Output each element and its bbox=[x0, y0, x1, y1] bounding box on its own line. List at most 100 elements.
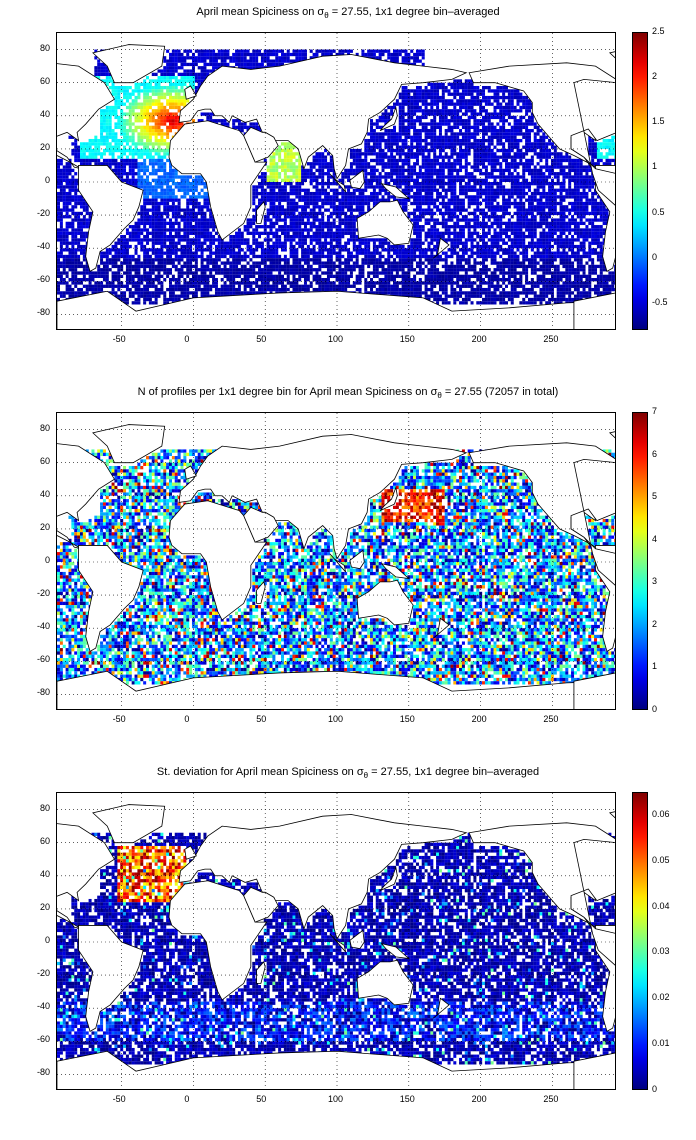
bin-cell bbox=[370, 198, 374, 202]
bin-cell bbox=[166, 175, 170, 179]
bin-cell bbox=[200, 231, 204, 235]
bin-cell bbox=[456, 195, 460, 199]
bin-cell bbox=[476, 168, 480, 173]
bin-cell bbox=[438, 172, 442, 176]
bin-cell bbox=[433, 115, 437, 120]
bin-cell bbox=[459, 175, 463, 179]
bin-cell bbox=[438, 95, 442, 100]
bin-cell bbox=[341, 201, 345, 206]
bin-cell bbox=[562, 188, 566, 192]
bin-cell bbox=[390, 148, 394, 153]
bin-cell bbox=[189, 175, 193, 179]
bin-cell bbox=[513, 145, 517, 149]
bin-cell bbox=[177, 188, 181, 192]
bin-cell bbox=[401, 182, 405, 186]
bin-cell bbox=[157, 125, 161, 130]
bin-cell bbox=[436, 162, 440, 166]
bin-cell bbox=[470, 178, 474, 182]
bin-cell bbox=[410, 188, 414, 192]
bin-cell bbox=[404, 198, 408, 202]
bin-cell bbox=[456, 215, 460, 219]
bin-cell bbox=[430, 99, 434, 103]
bin-cell bbox=[459, 115, 463, 120]
bin-cell bbox=[306, 231, 310, 235]
bin-cell bbox=[272, 175, 276, 179]
bin-cell bbox=[473, 89, 477, 93]
bin-cell bbox=[588, 178, 592, 182]
bin-cell bbox=[240, 231, 244, 235]
bin-cell bbox=[427, 89, 431, 93]
bin-cell bbox=[295, 182, 299, 186]
bin-cell bbox=[146, 148, 150, 153]
bin-cell bbox=[441, 172, 445, 176]
bin-cell bbox=[453, 152, 457, 156]
bin-cell bbox=[553, 152, 557, 156]
bin-cell bbox=[306, 191, 310, 196]
bin-cell bbox=[438, 119, 442, 123]
bin-cell bbox=[421, 158, 425, 163]
bin-cell bbox=[169, 56, 172, 60]
bin-cell bbox=[275, 215, 279, 219]
bin-cell bbox=[352, 162, 356, 166]
bin-cell bbox=[447, 92, 451, 96]
bin-cell bbox=[94, 69, 98, 73]
bin-cell bbox=[275, 211, 279, 216]
bin-cell bbox=[111, 162, 115, 166]
bin-cell bbox=[312, 162, 316, 166]
bin-cell bbox=[490, 132, 494, 136]
bin-cell bbox=[499, 208, 503, 212]
bin-cell bbox=[275, 165, 279, 169]
bin-cell bbox=[140, 231, 144, 235]
bin-cell bbox=[387, 148, 391, 153]
bin-cell bbox=[573, 172, 577, 176]
bin-cell bbox=[68, 195, 72, 199]
bin-cell bbox=[263, 225, 267, 229]
bin-cell bbox=[286, 155, 290, 159]
bin-cell bbox=[166, 109, 170, 113]
bin-cell bbox=[306, 228, 310, 232]
bin-cell bbox=[599, 208, 603, 212]
bin-cell bbox=[237, 231, 241, 235]
bin-cell bbox=[203, 201, 207, 206]
bin-cell bbox=[272, 215, 276, 219]
bin-cell bbox=[200, 182, 204, 186]
bin-cell bbox=[545, 162, 549, 166]
bin-cell bbox=[258, 198, 262, 202]
bin-cell bbox=[464, 92, 468, 96]
bin-cell bbox=[576, 195, 580, 199]
bin-cell bbox=[415, 92, 419, 96]
bin-cell bbox=[493, 125, 497, 130]
bin-cell bbox=[582, 211, 586, 216]
bin-cell bbox=[252, 59, 256, 63]
bin-cell bbox=[493, 228, 497, 232]
bin-cell bbox=[588, 148, 592, 153]
bin-cell bbox=[484, 191, 488, 196]
bin-cell bbox=[450, 178, 454, 182]
bin-cell bbox=[252, 66, 256, 70]
bin-cell bbox=[424, 125, 428, 130]
bin-cell bbox=[482, 211, 486, 216]
bin-cell bbox=[476, 205, 480, 209]
bin-cell bbox=[430, 92, 434, 96]
bin-cell bbox=[163, 218, 167, 222]
bin-cell bbox=[418, 52, 422, 57]
bin-cell bbox=[470, 188, 474, 192]
bin-cell bbox=[163, 119, 167, 123]
bin-cell bbox=[223, 122, 227, 126]
bin-cell bbox=[507, 129, 511, 133]
bin-cell bbox=[370, 119, 374, 123]
bin-cell bbox=[447, 215, 451, 219]
bin-cell bbox=[82, 231, 86, 235]
bin-cell bbox=[539, 215, 543, 219]
bin-cell bbox=[582, 165, 586, 169]
bin-cell bbox=[430, 85, 434, 90]
bin-cell bbox=[163, 191, 167, 196]
bin-cell bbox=[272, 162, 276, 166]
bin-cell bbox=[298, 195, 302, 199]
bin-cell bbox=[522, 205, 526, 209]
bin-cell bbox=[361, 152, 365, 156]
bin-cell bbox=[281, 158, 284, 163]
bin-cell bbox=[355, 205, 359, 209]
bin-cell bbox=[461, 99, 465, 103]
bin-cell bbox=[258, 234, 262, 239]
